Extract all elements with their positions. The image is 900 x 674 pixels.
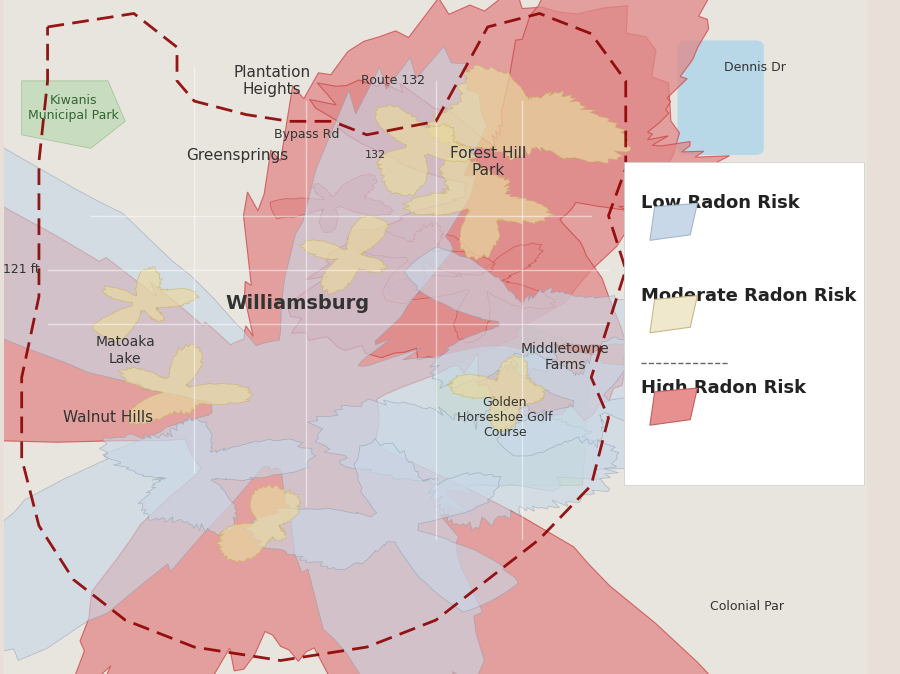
Text: Kiwanis
Municipal Park: Kiwanis Municipal Park — [28, 94, 119, 122]
Text: Golden
Horseshoe Golf
Course: Golden Horseshoe Golf Course — [457, 396, 553, 439]
Text: Low Radon Risk: Low Radon Risk — [642, 194, 800, 212]
Text: Colonial Par: Colonial Par — [709, 600, 784, 613]
Text: Route 132: Route 132 — [361, 74, 425, 88]
Polygon shape — [300, 216, 390, 295]
Polygon shape — [436, 324, 591, 485]
Text: Dennis Dr: Dennis Dr — [724, 61, 786, 74]
Polygon shape — [346, 222, 495, 304]
Polygon shape — [0, 0, 737, 674]
Polygon shape — [244, 439, 518, 612]
Text: 121 ft: 121 ft — [4, 263, 40, 276]
FancyBboxPatch shape — [624, 162, 864, 485]
Text: Greensprings: Greensprings — [186, 148, 289, 162]
Text: Williamsburg: Williamsburg — [226, 294, 370, 313]
Polygon shape — [308, 399, 619, 530]
Polygon shape — [0, 47, 704, 674]
Text: Plantation
Heights: Plantation Heights — [233, 65, 310, 97]
Polygon shape — [270, 174, 393, 233]
Polygon shape — [99, 416, 316, 536]
Polygon shape — [404, 247, 657, 388]
Polygon shape — [22, 81, 125, 148]
Polygon shape — [447, 355, 546, 432]
Polygon shape — [650, 204, 698, 241]
Text: Bypass Rd: Bypass Rd — [274, 128, 339, 142]
Polygon shape — [217, 485, 301, 563]
Polygon shape — [497, 337, 700, 456]
Text: Moderate Radon Risk: Moderate Radon Risk — [642, 287, 857, 305]
Text: High Radon Risk: High Radon Risk — [642, 379, 806, 397]
Polygon shape — [423, 65, 631, 164]
Text: Middletowne
Farms: Middletowne Farms — [521, 342, 609, 372]
Polygon shape — [288, 0, 757, 423]
Polygon shape — [650, 388, 698, 425]
Polygon shape — [386, 234, 556, 342]
Text: Parkway
Estates: Parkway Estates — [665, 221, 724, 251]
Polygon shape — [119, 344, 253, 425]
Text: Matoaka
Lake: Matoaka Lake — [95, 336, 155, 365]
Text: Forest Hill
Park: Forest Hill Park — [449, 146, 526, 178]
FancyBboxPatch shape — [678, 40, 764, 155]
Text: 132: 132 — [364, 150, 386, 160]
Polygon shape — [92, 267, 200, 342]
Text: Walnut Hills: Walnut Hills — [63, 410, 153, 425]
Polygon shape — [402, 154, 555, 260]
Polygon shape — [650, 296, 698, 333]
Polygon shape — [375, 104, 477, 196]
